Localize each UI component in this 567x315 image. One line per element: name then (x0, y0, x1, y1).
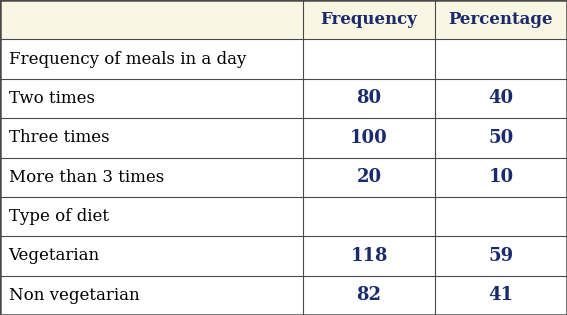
Bar (435, 79, 567, 118)
Bar (0, 0, 303, 39)
Text: 50: 50 (488, 129, 514, 147)
Bar (435, 39, 567, 79)
Bar (303, 276, 435, 315)
Text: Non vegetarian: Non vegetarian (9, 287, 139, 304)
Text: Vegetarian: Vegetarian (9, 248, 100, 264)
Text: 40: 40 (488, 89, 514, 107)
Bar (303, 236, 435, 276)
Bar (435, 197, 567, 236)
Text: 118: 118 (350, 247, 388, 265)
Bar (0, 236, 303, 276)
Bar (303, 79, 435, 118)
Bar (303, 0, 435, 39)
Text: 100: 100 (350, 129, 388, 147)
Text: Type of diet: Type of diet (9, 208, 108, 225)
Bar (303, 158, 435, 197)
Text: Two times: Two times (9, 90, 95, 107)
Bar (435, 0, 567, 39)
Text: 59: 59 (488, 247, 514, 265)
Text: Percentage: Percentage (448, 11, 553, 28)
Bar (0, 79, 303, 118)
Bar (303, 197, 435, 236)
Bar (435, 118, 567, 158)
Text: 20: 20 (357, 168, 382, 186)
Text: Three times: Three times (9, 129, 109, 146)
Text: Frequency: Frequency (321, 11, 417, 28)
Bar (0, 39, 303, 79)
Text: 82: 82 (357, 286, 382, 304)
Text: 41: 41 (488, 286, 514, 304)
Bar (0, 276, 303, 315)
Text: More than 3 times: More than 3 times (9, 169, 164, 186)
Bar (435, 158, 567, 197)
Text: 80: 80 (357, 89, 382, 107)
Bar (435, 276, 567, 315)
Bar (0, 197, 303, 236)
Bar (435, 236, 567, 276)
Bar (0, 118, 303, 158)
Text: Frequency of meals in a day: Frequency of meals in a day (9, 51, 246, 67)
Bar (303, 118, 435, 158)
Bar (0, 158, 303, 197)
Text: 10: 10 (488, 168, 514, 186)
Bar (303, 39, 435, 79)
